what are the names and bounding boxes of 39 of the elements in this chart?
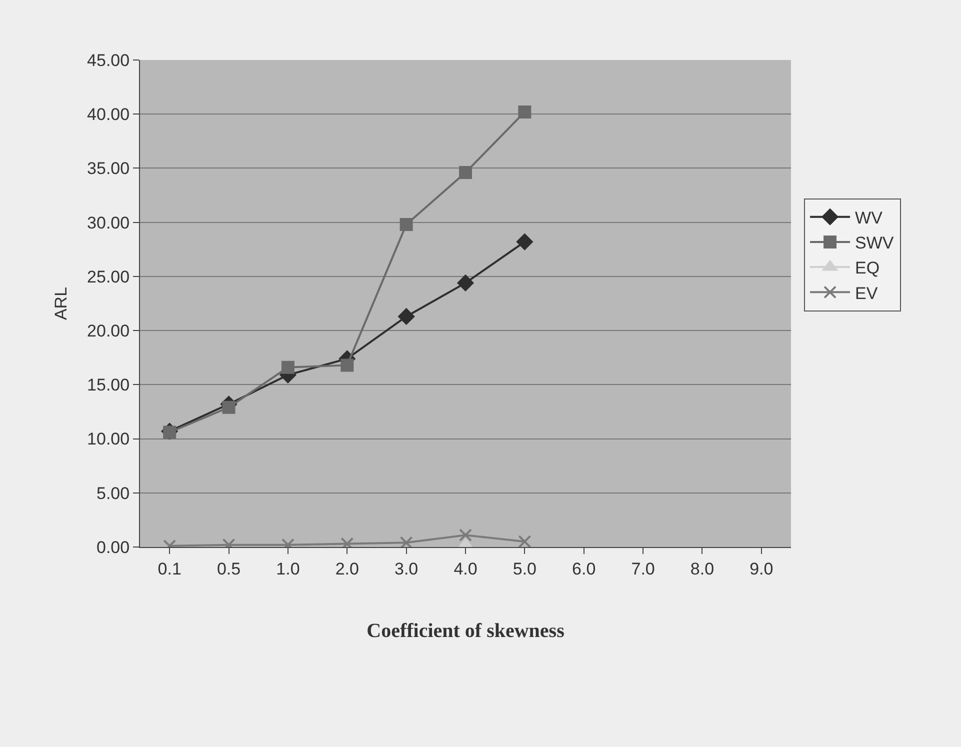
x-tick-label: 0.1 (158, 559, 182, 578)
point (398, 308, 414, 325)
y-tick-label: 40.00 (87, 105, 130, 124)
legend-label: EQ (855, 258, 880, 278)
y-tick-label: 20.00 (87, 322, 130, 341)
legend-label: SWV (855, 234, 894, 253)
point (518, 105, 532, 118)
y-tick-label: 30.00 (87, 213, 130, 232)
point (400, 536, 413, 547)
y-tick-label: 0.00 (96, 538, 130, 557)
point (222, 400, 236, 414)
point (459, 528, 472, 542)
legend-label: WV (855, 208, 884, 228)
x-tick-label: 7.0 (631, 559, 655, 578)
x-tick-label: 5.0 (512, 559, 536, 578)
point (459, 166, 472, 180)
y-tick-label: 45.00 (87, 50, 130, 70)
x-axis-title: Coefficient of skewness (366, 620, 565, 642)
y-tick-label: 5.00 (96, 484, 130, 503)
x-tick-label: 4.0 (454, 559, 478, 578)
x-tick-label: 2.0 (335, 559, 359, 578)
x-tick-label: 6.0 (572, 559, 596, 578)
x-tick-label: 0.5 (216, 559, 241, 578)
x-tick-label: 3.0 (394, 559, 418, 578)
x-tick-label: 9.0 (750, 559, 774, 578)
y-tick-label: 25.00 (87, 267, 130, 286)
point (281, 360, 294, 374)
point (518, 535, 532, 547)
y-tick-label: 35.00 (87, 159, 130, 178)
point (457, 274, 474, 292)
y-tick-label: 10.00 (87, 430, 130, 449)
y-axis-title: ARL (52, 286, 71, 320)
point (516, 234, 533, 250)
x-tick-label: 8.0 (690, 559, 714, 578)
y-tick-label: 15.00 (87, 376, 130, 395)
legend-label: EV (855, 284, 878, 303)
point (340, 358, 354, 372)
x-tick-label: 1.0 (276, 559, 300, 578)
point (400, 218, 413, 231)
